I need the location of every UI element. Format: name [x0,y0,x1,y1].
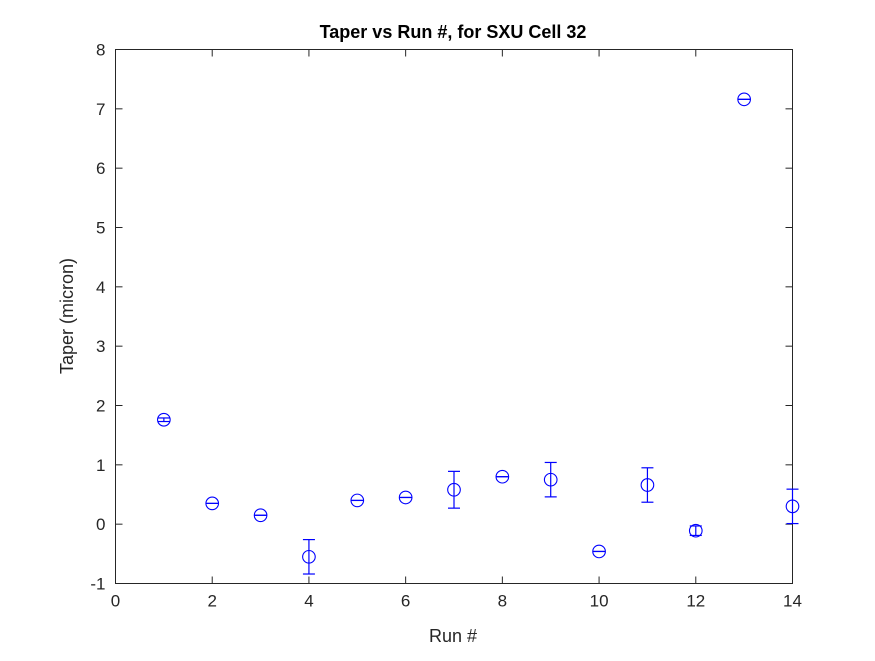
marker-circle [447,482,461,497]
data-point [350,493,365,508]
y-tick-label: -1 [90,575,105,594]
x-axis-label: Run # [429,626,477,646]
y-tick-label: 3 [96,337,105,356]
y-tick-label: 1 [96,456,105,475]
y-axis-label: Taper (micron) [57,258,77,374]
marker-circle [688,523,703,538]
x-tick-label: 12 [686,592,705,611]
data-point [543,461,558,498]
y-tick-label: 5 [96,219,105,238]
data-point [640,467,655,503]
marker-circle [785,499,800,514]
y-tick-label: 4 [96,278,105,297]
x-tick-label: 2 [207,592,216,611]
marker-circle [350,493,365,508]
axes-box [115,49,793,584]
data-point [157,412,171,427]
marker-circle [302,549,316,564]
data-point [447,470,461,509]
marker-circle [737,92,751,107]
marker-circle [205,496,220,511]
marker-circle [398,490,413,505]
data-point [737,92,751,107]
y-tick-label: 2 [96,397,105,416]
y-tick-label: 6 [96,159,105,178]
x-tick-label: 8 [498,592,507,611]
data-point [785,488,800,525]
x-tick-label: 10 [590,592,609,611]
marker-circle [157,412,171,427]
marker-circle [253,508,268,523]
x-tick-label: 6 [401,592,410,611]
x-tick-label: 14 [783,592,802,611]
data-point [592,544,606,559]
marker-circle [640,478,655,492]
data-point [398,490,413,505]
y-tick-label: 8 [96,41,105,60]
x-tick-label: 4 [304,592,313,611]
marker-circle [495,469,510,484]
y-tick-label: 0 [96,515,105,534]
marker-circle [543,472,558,487]
data-point [302,538,316,575]
data-point [205,496,220,511]
marker-circle [592,544,606,559]
data-point [495,469,510,484]
y-tick-label: 7 [96,100,105,119]
x-tick-label: 0 [111,592,120,611]
data-point [253,508,268,523]
data-point [688,523,703,538]
chart-title: Taper vs Run #, for SXU Cell 32 [320,22,587,42]
